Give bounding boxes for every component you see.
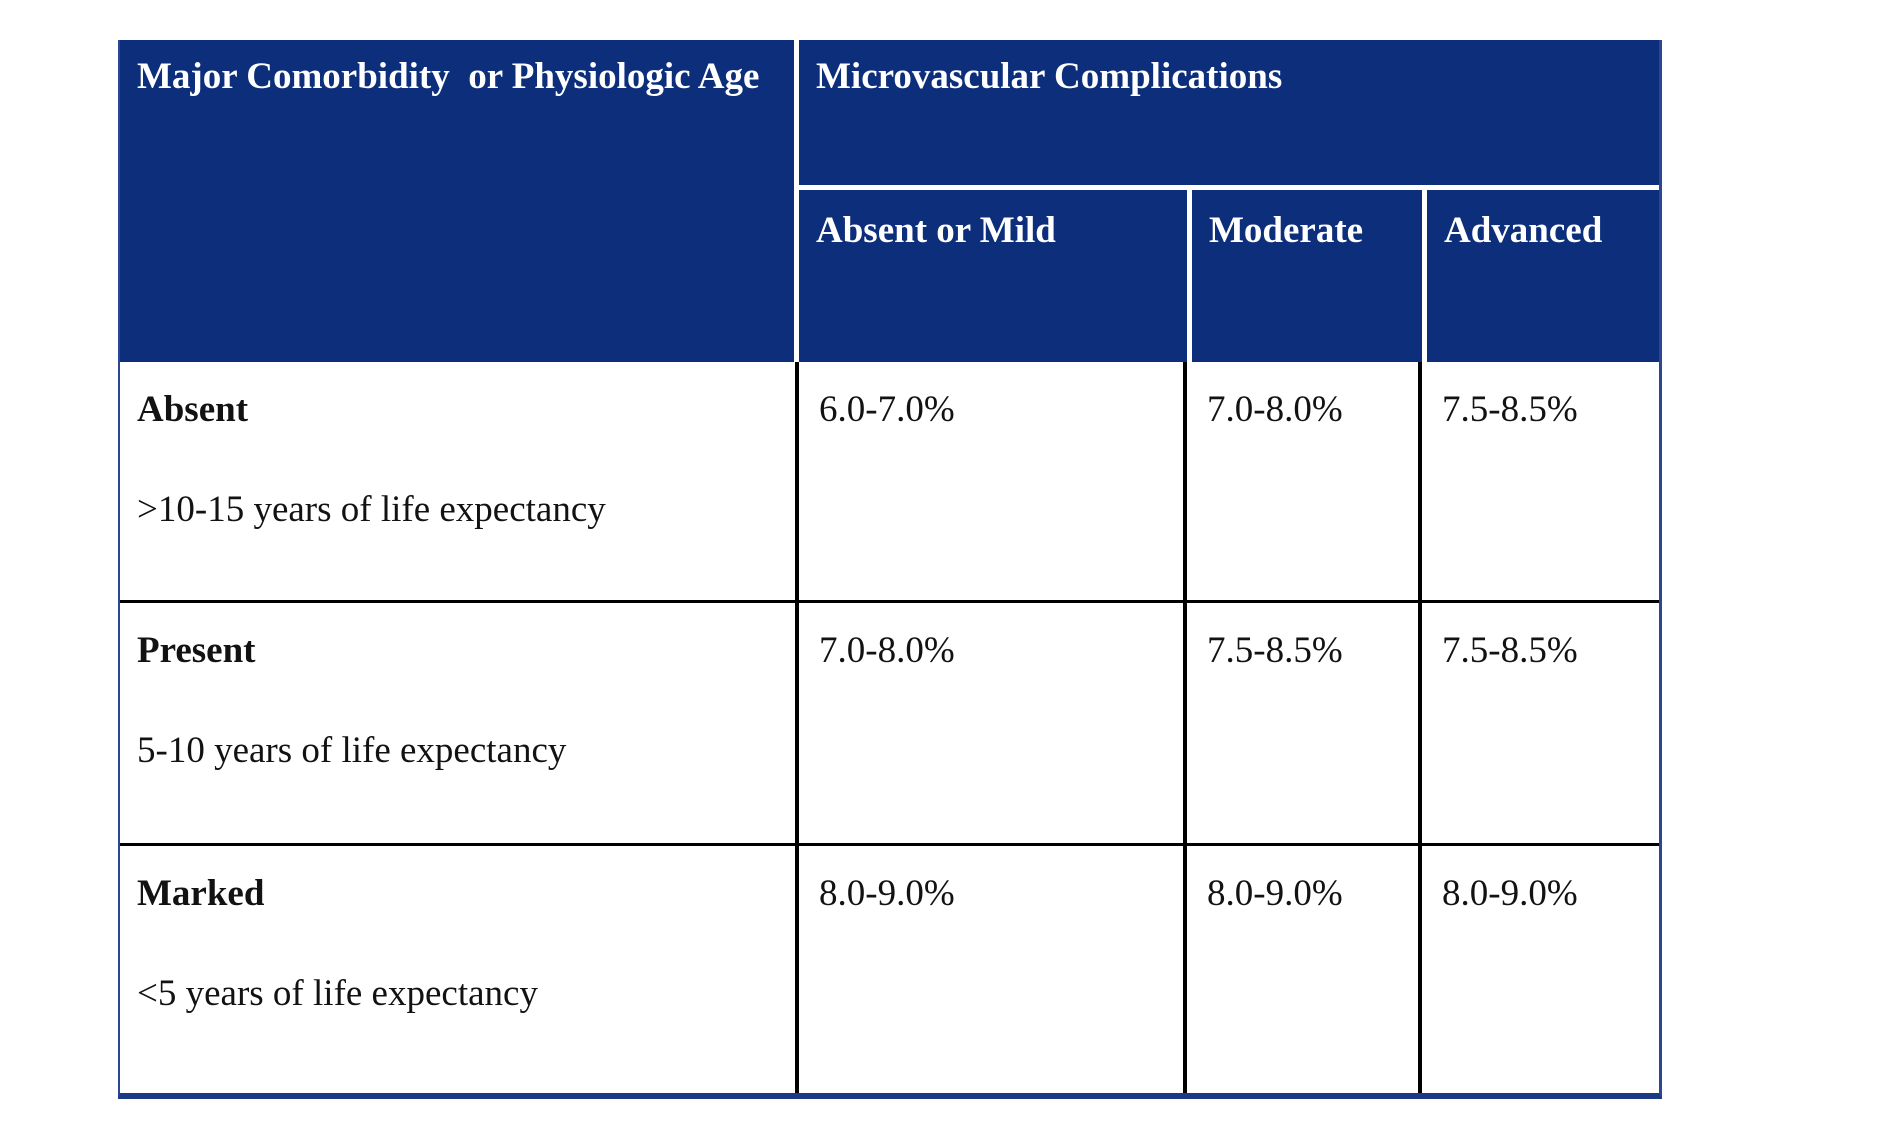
table-row-present: Present 5-10 years of life expectancy 7.… [120,603,1659,846]
header-cell-advanced: Advanced [1422,190,1659,362]
value-cell: 8.0-9.0% [1422,846,1659,1093]
value-cell: 8.0-9.0% [799,846,1187,1093]
value-cell: 8.0-9.0% [1187,846,1422,1093]
value-cell: 7.0-8.0% [1187,362,1422,603]
header-cell-moderate: Moderate [1187,190,1422,362]
value-cell: 6.0-7.0% [799,362,1187,603]
row-sublabel: 5-10 years of life expectancy [137,730,567,772]
glycemic-target-table: Major Comorbidity or Physiologic Age Mic… [118,40,1662,1099]
table-row-absent: Absent >10-15 years of life expectancy 6… [120,362,1659,603]
row-sublabel: >10-15 years of life expectancy [137,489,606,531]
row-label: Marked [137,873,265,914]
row-label: Present [137,630,256,671]
row-label: Absent [137,389,249,430]
header-cell-absent-or-mild: Absent or Mild [799,190,1187,362]
row-label-cell: Absent >10-15 years of life expectancy [120,362,799,603]
row-sublabel: <5 years of life expectancy [137,973,538,1015]
table-row-marked: Marked <5 years of life expectancy 8.0-9… [120,846,1659,1093]
header-cell-comorbidity: Major Comorbidity or Physiologic Age [120,40,799,362]
value-cell: 7.0-8.0% [799,603,1187,846]
value-cell: 7.5-8.5% [1422,603,1659,846]
value-cell: 7.5-8.5% [1187,603,1422,846]
header-row-subcolumns: Absent or Mild Moderate Advanced [120,190,1659,362]
header-row-group: Major Comorbidity or Physiologic Age Mic… [120,40,1659,362]
row-label-cell: Present 5-10 years of life expectancy [120,603,799,846]
value-cell: 7.5-8.5% [1422,362,1659,603]
row-label-cell: Marked <5 years of life expectancy [120,846,799,1093]
header-cell-microvascular-complications: Microvascular Complications [799,40,1659,190]
